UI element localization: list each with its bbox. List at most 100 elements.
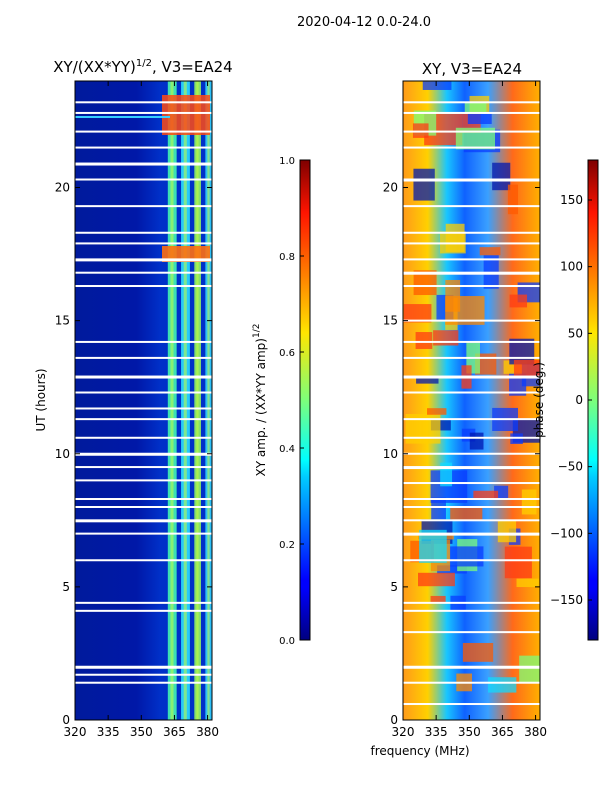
phase-gap-line — [403, 665, 540, 669]
phase-gap-line — [403, 340, 540, 343]
phase-gap-line — [403, 285, 540, 288]
amplitude-gap-line — [75, 466, 212, 469]
amplitude-colorbar: 0.0 0.2 0.4 0.6 0.8 1.0 XY amp. / (XX*YY amp)… — [252, 156, 311, 647]
phase-patch — [418, 572, 455, 587]
phase-gap-line — [403, 271, 540, 275]
amplitude-y-ticks: 0 5 10 15 20 — [55, 181, 212, 727]
phase-patch — [507, 184, 519, 215]
amplitude-gap-line — [75, 601, 212, 604]
amplitude-x-tick-label: 365 — [163, 725, 186, 739]
phase-colorbar-ticks: −150 −100 −50 0 50 100 150 — [550, 193, 592, 607]
phase-gap-line — [403, 391, 540, 394]
amplitude-gap-lines — [75, 101, 212, 684]
amplitude-colorbar-tick-label: 0.6 — [279, 348, 295, 359]
phase-gap-line — [403, 178, 540, 182]
amplitude-x-tick-label: 350 — [130, 725, 153, 739]
phase-panel-title: XY, V3=EA24 — [422, 60, 522, 78]
phase-heatmap — [403, 81, 540, 720]
phase-gap-line — [403, 146, 540, 149]
amplitude-gap-line — [75, 609, 212, 612]
phase-x-ticks: 320 335 350 365 380 — [392, 81, 547, 739]
phase-gap-line — [403, 519, 540, 522]
amplitude-gap-line — [75, 111, 212, 114]
phase-gap-line — [403, 482, 540, 485]
phase-gap-line — [403, 436, 540, 439]
phase-gap-line — [403, 466, 540, 470]
phase-x-tick-label: 380 — [524, 725, 547, 739]
amplitude-gap-line — [75, 673, 212, 676]
amplitude-y-tick-label: 20 — [55, 181, 70, 195]
amplitude-panel-title: XY/(XX*YY)1/2, V3=EA24 — [53, 58, 232, 76]
phase-patch — [473, 490, 499, 500]
amplitude-gap-line — [75, 498, 212, 501]
phase-gap-lines — [403, 101, 540, 706]
amplitude-y-tick-label: 10 — [55, 447, 70, 461]
phase-patch — [504, 546, 532, 579]
phase-patch — [416, 377, 439, 384]
phase-axes-frame — [402, 80, 541, 721]
phase-patch — [492, 162, 511, 191]
phase-colorbar-tick-label: −100 — [550, 526, 583, 540]
phase-gap-line — [403, 231, 540, 234]
amplitude-x-ticks: 320 335 350 365 380 — [64, 81, 219, 739]
amplitude-y-label: UT (hours) — [34, 368, 48, 431]
phase-colorbar-tick-label: 50 — [568, 326, 583, 340]
amplitude-gap-line — [75, 178, 212, 181]
phase-gap-line — [403, 506, 540, 508]
phase-gap-line — [403, 418, 540, 421]
amplitude-colorbar-tick-label: 0.8 — [279, 252, 295, 263]
amplitude-x-tick-label: 320 — [64, 725, 87, 739]
amplitude-gap-line — [75, 146, 212, 149]
amplitude-colorbar-tick-label: 0.2 — [279, 540, 295, 551]
amplitude-gap-line — [75, 479, 212, 482]
phase-y-ticks: 0 5 10 15 20 — [383, 181, 540, 727]
phase-patch — [521, 489, 537, 515]
phase-y-tick-label: 0 — [390, 713, 398, 727]
phase-colorbar-tick-label: −50 — [558, 460, 583, 474]
phase-y-tick-label: 5 — [390, 580, 398, 594]
phase-gap-line — [403, 703, 540, 706]
phase-colorbar-tick-label: 0 — [575, 393, 583, 407]
phase-x-tick-label: 335 — [425, 725, 448, 739]
amplitude-axes-frame — [74, 80, 213, 721]
phase-patch — [413, 270, 437, 296]
amplitude-y-tick-label: 5 — [62, 580, 70, 594]
phase-patch — [449, 546, 484, 567]
phase-gap-line — [403, 375, 540, 379]
phase-gap-line — [403, 681, 540, 684]
phase-gap-line — [403, 130, 540, 133]
phase-x-tick-label: 365 — [491, 725, 514, 739]
phase-gap-line — [403, 609, 540, 612]
phase-colorbar-tick-label: −150 — [550, 593, 583, 607]
amplitude-colorbar-tick-label: 0.4 — [279, 444, 295, 455]
phase-patch — [415, 332, 433, 349]
amplitude-gap-line — [75, 258, 212, 262]
amplitude-gap-line — [75, 340, 212, 343]
amplitude-bright-channels — [167, 81, 212, 720]
amplitude-gap-line — [75, 101, 212, 104]
phase-gap-line — [403, 258, 540, 261]
amplitude-gap-line — [75, 665, 212, 669]
amplitude-y-tick-label: 15 — [55, 314, 70, 328]
amplitude-gap-line — [75, 681, 212, 684]
phase-y-tick-label: 15 — [383, 314, 398, 328]
amplitude-bright-channel-core — [183, 81, 187, 720]
phase-x-tick-label: 320 — [392, 725, 415, 739]
amplitude-gap-line — [75, 285, 212, 288]
phase-patch — [455, 127, 496, 150]
amplitude-heatmap-background — [75, 81, 212, 720]
amplitude-gap-line — [75, 452, 212, 456]
phase-patch — [464, 102, 487, 114]
phase-gap-line — [403, 101, 540, 104]
amplitude-y-tick-label: 0 — [62, 713, 70, 727]
amplitude-gap-line — [75, 242, 212, 245]
phase-patch — [497, 519, 517, 543]
phase-patch — [488, 677, 517, 693]
amplitude-gap-line — [75, 407, 212, 410]
phase-patch — [519, 655, 540, 683]
phase-patch — [479, 247, 501, 256]
phase-x-tick-label: 350 — [458, 725, 481, 739]
phase-patch — [516, 578, 539, 588]
phase-patch — [422, 81, 452, 90]
